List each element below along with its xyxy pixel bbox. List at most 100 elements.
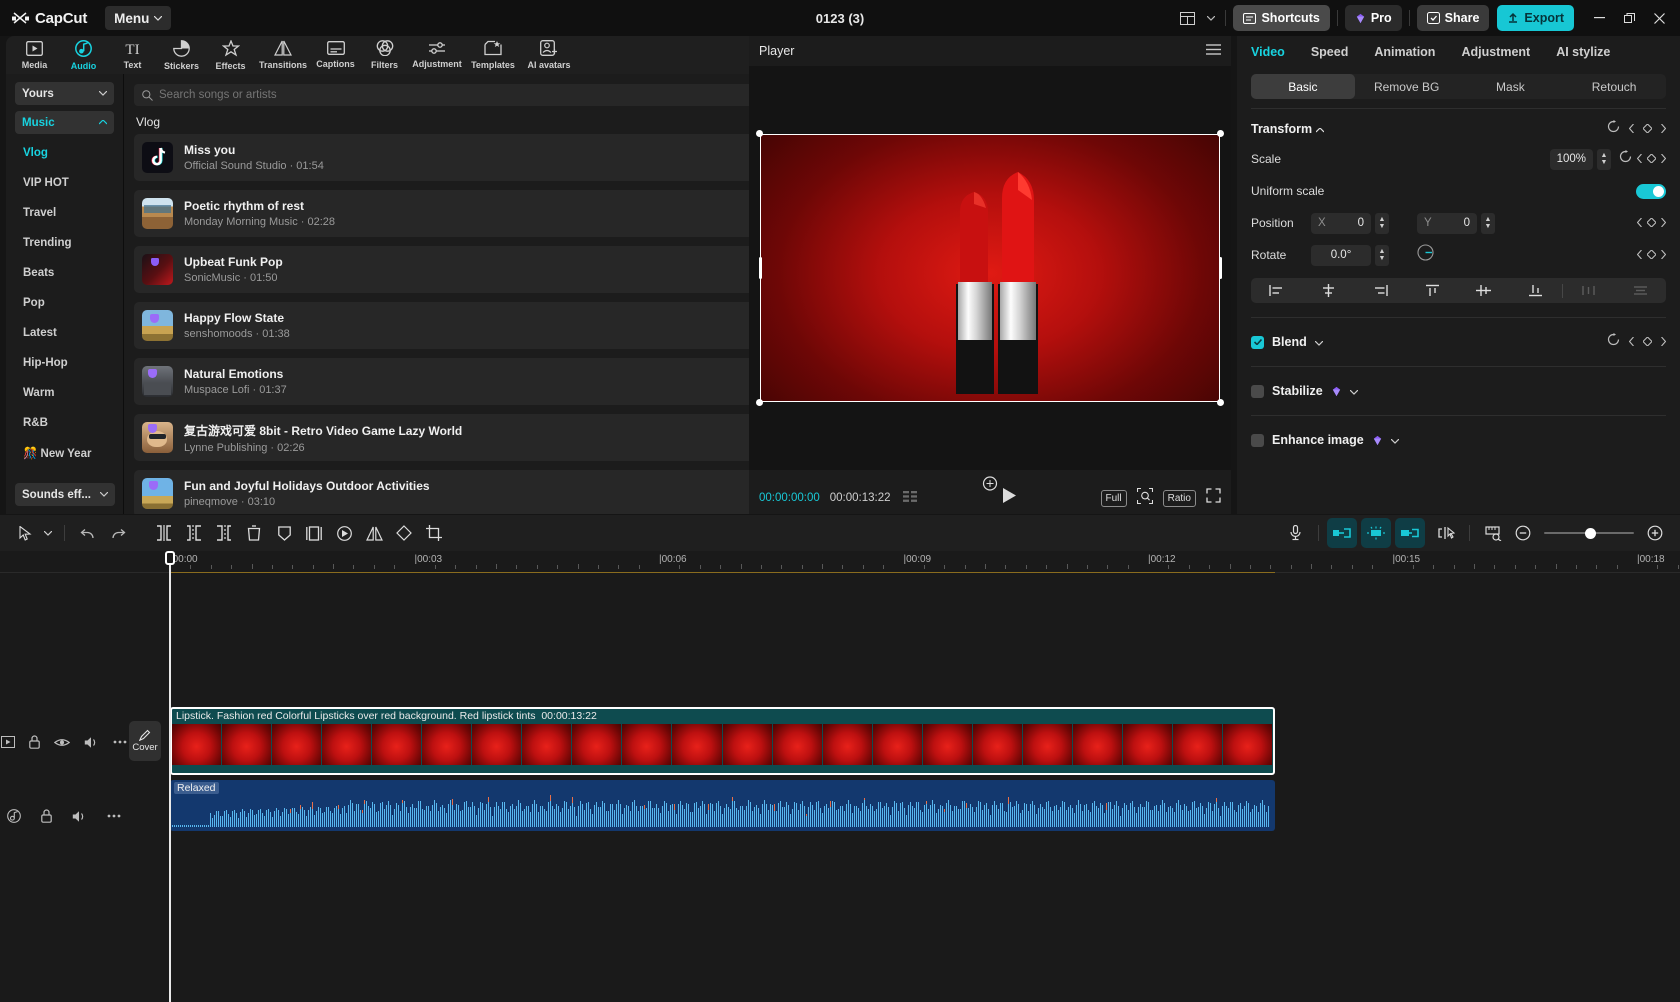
- category-item-r-b[interactable]: R&B: [15, 408, 114, 438]
- keyframe-add-icon[interactable]: [1643, 120, 1652, 138]
- auto-cut-active-icon[interactable]: [1327, 518, 1357, 548]
- marker-icon[interactable]: [269, 518, 299, 548]
- keyframe-prev-icon[interactable]: [1637, 214, 1642, 232]
- lock-icon[interactable]: [29, 735, 40, 749]
- keyframe-prev-icon[interactable]: [1629, 333, 1634, 351]
- zoom-slider-knob[interactable]: [1585, 528, 1596, 539]
- split-icon[interactable]: [149, 518, 179, 548]
- scale-input[interactable]: 100%: [1550, 149, 1593, 170]
- segment-retouch[interactable]: Retouch: [1562, 74, 1666, 99]
- inspector-tab-animation[interactable]: Animation: [1361, 45, 1448, 59]
- tool-tab-text[interactable]: TI Text: [108, 36, 157, 74]
- resize-handle-tr[interactable]: [1217, 130, 1224, 137]
- category-item-vlog[interactable]: Vlog: [15, 138, 114, 168]
- uniform-scale-toggle[interactable]: [1636, 184, 1666, 199]
- zoom-out-icon[interactable]: [1508, 518, 1538, 548]
- track-thumb-icon[interactable]: [1, 736, 15, 748]
- category-item-vip-hot[interactable]: VIP HOT: [15, 168, 114, 198]
- position-x-stepper[interactable]: ▲ ▼: [1375, 213, 1389, 234]
- dropdown-music[interactable]: Music: [15, 111, 114, 134]
- undo-icon[interactable]: [73, 518, 103, 548]
- cover-button[interactable]: Cover: [129, 721, 161, 761]
- scale-stepper[interactable]: ▲ ▼: [1597, 149, 1611, 170]
- category-item-beats[interactable]: Beats: [15, 258, 114, 288]
- tool-chevron-down-icon[interactable]: [40, 518, 56, 548]
- audio-clip[interactable]: Relaxed: [170, 780, 1275, 831]
- more-icon[interactable]: [107, 814, 121, 818]
- keyframe-prev-icon[interactable]: [1637, 246, 1642, 264]
- link-active-icon[interactable]: [1395, 518, 1425, 548]
- keyframe-add-icon[interactable]: [1647, 214, 1656, 232]
- position-y-stepper[interactable]: ▲ ▼: [1481, 213, 1495, 234]
- enhance-image-chevron-down-icon[interactable]: [1391, 431, 1399, 449]
- inspector-tab-speed[interactable]: Speed: [1298, 45, 1362, 59]
- mute-icon[interactable]: [84, 736, 99, 749]
- keyframe-add-icon[interactable]: [1647, 246, 1656, 264]
- align-right-icon[interactable]: [1355, 284, 1407, 297]
- tool-tab-captions[interactable]: Captions: [311, 36, 360, 74]
- position-y-input[interactable]: Y 0: [1417, 213, 1477, 234]
- align-left-icon[interactable]: [1251, 284, 1303, 297]
- delete-icon[interactable]: [239, 518, 269, 548]
- tool-tab-effects[interactable]: Effects: [206, 36, 255, 74]
- video-clip[interactable]: Lipstick. Fashion red Colorful Lipsticks…: [170, 707, 1275, 775]
- stabilize-chevron-down-icon[interactable]: [1350, 382, 1358, 400]
- snap-cursor-icon[interactable]: [1431, 518, 1461, 548]
- keyframe-next-icon[interactable]: [1661, 214, 1666, 232]
- player-menu-icon[interactable]: [1206, 44, 1221, 58]
- tool-tab-audio[interactable]: Audio: [59, 36, 108, 74]
- timeline[interactable]: |00:00 |00:03 |00:06 |00:09 |00:12 |00:15 |00:…: [0, 551, 1680, 1002]
- eye-icon[interactable]: [54, 737, 70, 748]
- blend-checkbox[interactable]: [1251, 336, 1264, 349]
- stabilize-checkbox[interactable]: [1251, 385, 1264, 398]
- magnify-icon[interactable]: [1137, 488, 1153, 509]
- playhead[interactable]: [165, 551, 175, 1002]
- select-cursor-icon[interactable]: [10, 518, 40, 548]
- grid-icon[interactable]: [903, 489, 919, 507]
- align-top-icon[interactable]: [1406, 284, 1458, 297]
- segment-remove-bg[interactable]: Remove BG: [1355, 74, 1459, 99]
- reverse-icon[interactable]: [329, 518, 359, 548]
- rotate-input[interactable]: 0.0°: [1311, 245, 1371, 266]
- rotate-dial-icon[interactable]: [1417, 244, 1434, 266]
- trim-right-icon[interactable]: [209, 518, 239, 548]
- fullscreen-icon[interactable]: [1206, 488, 1221, 508]
- redo-icon[interactable]: [103, 518, 133, 548]
- keyframe-next-icon[interactable]: [1661, 333, 1666, 351]
- ratio-button[interactable]: Ratio: [1163, 490, 1196, 507]
- inspector-tab-ai-stylize[interactable]: AI stylize: [1543, 45, 1623, 59]
- tool-tab-stickers[interactable]: Stickers: [157, 36, 206, 74]
- keyframe-next-icon[interactable]: [1661, 150, 1666, 168]
- tool-tab-media[interactable]: Media: [10, 36, 59, 74]
- keyframe-add-icon[interactable]: [1647, 150, 1656, 168]
- tool-tab-transitions[interactable]: Transitions: [255, 36, 311, 74]
- resize-handle-bl[interactable]: [756, 399, 763, 406]
- dropdown-sound-effects[interactable]: Sounds eff...: [15, 483, 115, 506]
- category-item-trending[interactable]: Trending: [15, 228, 114, 258]
- trim-left-icon[interactable]: [179, 518, 209, 548]
- tool-tab-adjustment[interactable]: Adjustment: [409, 36, 465, 74]
- reset-icon[interactable]: [1607, 120, 1620, 138]
- category-item-hip-hop[interactable]: Hip-Hop: [15, 348, 114, 378]
- keyframe-prev-icon[interactable]: [1637, 150, 1642, 168]
- category-item-new-year[interactable]: 🎊 New Year: [15, 438, 114, 468]
- reset-icon[interactable]: [1607, 333, 1620, 351]
- crop-icon[interactable]: [419, 518, 449, 548]
- reset-icon[interactable]: [1619, 150, 1632, 168]
- chevron-up-icon[interactable]: [1316, 120, 1324, 138]
- resize-handle-tl[interactable]: [756, 130, 763, 137]
- quality-button[interactable]: Full: [1101, 490, 1127, 507]
- segment-mask[interactable]: Mask: [1459, 74, 1563, 99]
- category-item-pop[interactable]: Pop: [15, 288, 114, 318]
- dropdown-yours[interactable]: Yours: [15, 82, 114, 105]
- blend-chevron-down-icon[interactable]: [1315, 333, 1323, 351]
- position-x-input[interactable]: X 0: [1311, 213, 1371, 234]
- zoom-in-icon[interactable]: [1640, 518, 1670, 548]
- tool-tab-filters[interactable]: Filters: [360, 36, 409, 74]
- freeze-icon[interactable]: [299, 518, 329, 548]
- resize-handle-br[interactable]: [1217, 399, 1224, 406]
- lock-icon[interactable]: [41, 809, 52, 823]
- rotate-stepper[interactable]: ▲ ▼: [1375, 245, 1389, 266]
- keyframe-next-icon[interactable]: [1661, 120, 1666, 138]
- tool-tab-templates[interactable]: Templates: [465, 36, 521, 74]
